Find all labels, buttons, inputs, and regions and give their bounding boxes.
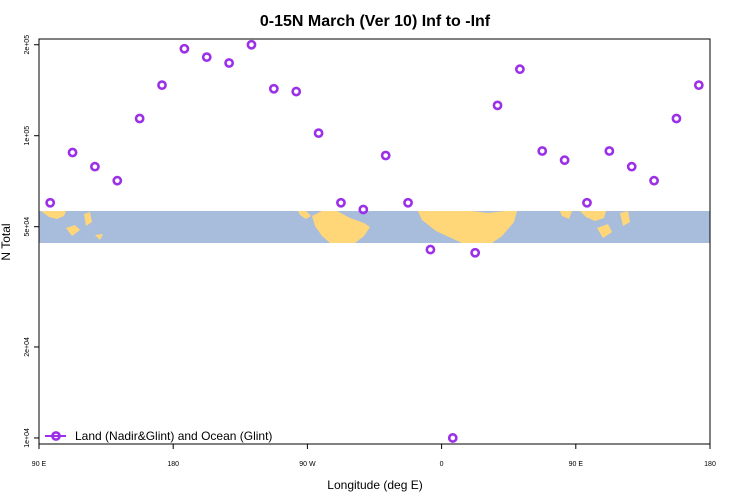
x-tick-label: 0 <box>440 461 444 468</box>
data-point <box>134 113 145 124</box>
data-point <box>693 80 704 91</box>
y-tick-label: 1e+05 <box>24 126 31 146</box>
world-map-band <box>39 211 710 243</box>
data-point <box>470 247 481 258</box>
central-america-shape <box>298 211 311 219</box>
data-point <box>671 113 682 124</box>
island-left-shape <box>95 234 103 240</box>
x-tick-label: 90 E <box>32 461 47 468</box>
data-point <box>336 197 346 208</box>
legend: Land (Nadir&Glint) and Ocean (Glint) <box>45 429 272 443</box>
plot-frame <box>38 38 711 445</box>
se-asia-right-shape <box>580 211 606 221</box>
data-point <box>649 175 659 186</box>
africa-shape <box>418 211 517 243</box>
data-point <box>425 244 436 255</box>
data-point <box>201 52 212 63</box>
data-point <box>447 433 458 443</box>
data-point <box>514 64 525 75</box>
data-point <box>157 80 167 91</box>
y-axis-label: N Total <box>0 223 13 260</box>
data-points <box>45 39 704 443</box>
data-point <box>291 86 302 97</box>
x-tick-label: 180 <box>704 461 716 468</box>
data-point <box>45 197 56 208</box>
data-point <box>90 161 100 172</box>
y-tick-label: 2e+05 <box>24 35 31 55</box>
x-axis-label: Longitude (deg E) <box>327 478 422 492</box>
se-asia-left-shape <box>41 211 66 219</box>
philippines-right-shape <box>620 211 630 226</box>
data-point <box>179 43 190 54</box>
y-tick-label: 1e+04 <box>24 428 31 448</box>
data-point <box>112 175 123 186</box>
data-point <box>268 83 279 94</box>
chart-title: 0-15N March (Ver 10) Inf to -Inf <box>260 13 491 30</box>
data-point <box>403 197 413 208</box>
data-point <box>67 147 78 158</box>
data-point <box>246 39 257 50</box>
y-tick-label: 5e+04 <box>24 217 31 237</box>
data-point <box>380 150 391 161</box>
x-tick-label: 90 E <box>569 461 584 468</box>
data-point <box>582 197 592 208</box>
philippines-left-shape <box>84 212 92 226</box>
data-point <box>224 58 235 68</box>
india-right-shape <box>560 211 572 219</box>
data-point <box>313 128 324 139</box>
borneo-left-shape <box>66 225 80 236</box>
data-point <box>537 146 548 156</box>
x-tick-label: 90 W <box>299 461 316 468</box>
data-point <box>492 100 503 111</box>
y-tick-label: 2e+04 <box>24 337 31 357</box>
legend-marker <box>51 431 61 441</box>
borneo-right-shape <box>597 224 612 238</box>
data-point <box>559 155 570 166</box>
data-point <box>604 146 615 156</box>
legend-entry: Land (Nadir&Glint) and Ocean (Glint) <box>75 429 272 443</box>
data-point <box>358 204 369 215</box>
y-axis: 1e+04 2e+04 5e+04 1e+05 2e+05 <box>24 35 39 448</box>
south-america-shape <box>312 211 370 243</box>
x-axis: 90 E 180 90 W 0 90 E 180 <box>32 444 716 468</box>
x-tick-label: 180 <box>167 461 179 468</box>
data-point <box>626 161 637 172</box>
